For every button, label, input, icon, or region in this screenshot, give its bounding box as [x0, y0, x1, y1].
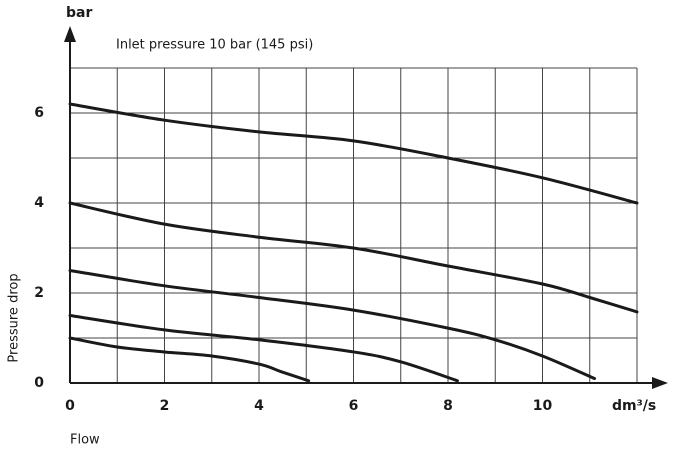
chart-title: Inlet pressure 10 bar (145 psi)	[116, 38, 313, 53]
x-axis-label: Flow	[70, 433, 100, 448]
y-axis-arrow	[64, 26, 76, 42]
x-axis-arrow	[652, 377, 668, 389]
y-tick-label: 6	[34, 105, 44, 121]
x-unit: dm³/s	[612, 398, 656, 414]
y-tick-label: 2	[34, 285, 44, 301]
y-unit: bar	[66, 5, 92, 21]
x-tick-label: 6	[349, 398, 359, 414]
curve	[68, 269, 596, 380]
y-tick-label: 0	[34, 375, 44, 391]
y-axis-label: Pressure drop	[7, 273, 22, 362]
curve	[68, 201, 639, 314]
x-tick-label: 4	[254, 398, 264, 414]
y-tick-label: 4	[34, 195, 44, 211]
x-tick-label: 2	[160, 398, 170, 414]
x-tick-label: 0	[65, 398, 75, 414]
x-tick-label: 10	[533, 398, 553, 414]
x-tick-label: 8	[443, 398, 453, 414]
grid	[69, 67, 638, 384]
curve	[68, 336, 311, 383]
curve	[68, 314, 459, 383]
curve	[68, 102, 639, 205]
